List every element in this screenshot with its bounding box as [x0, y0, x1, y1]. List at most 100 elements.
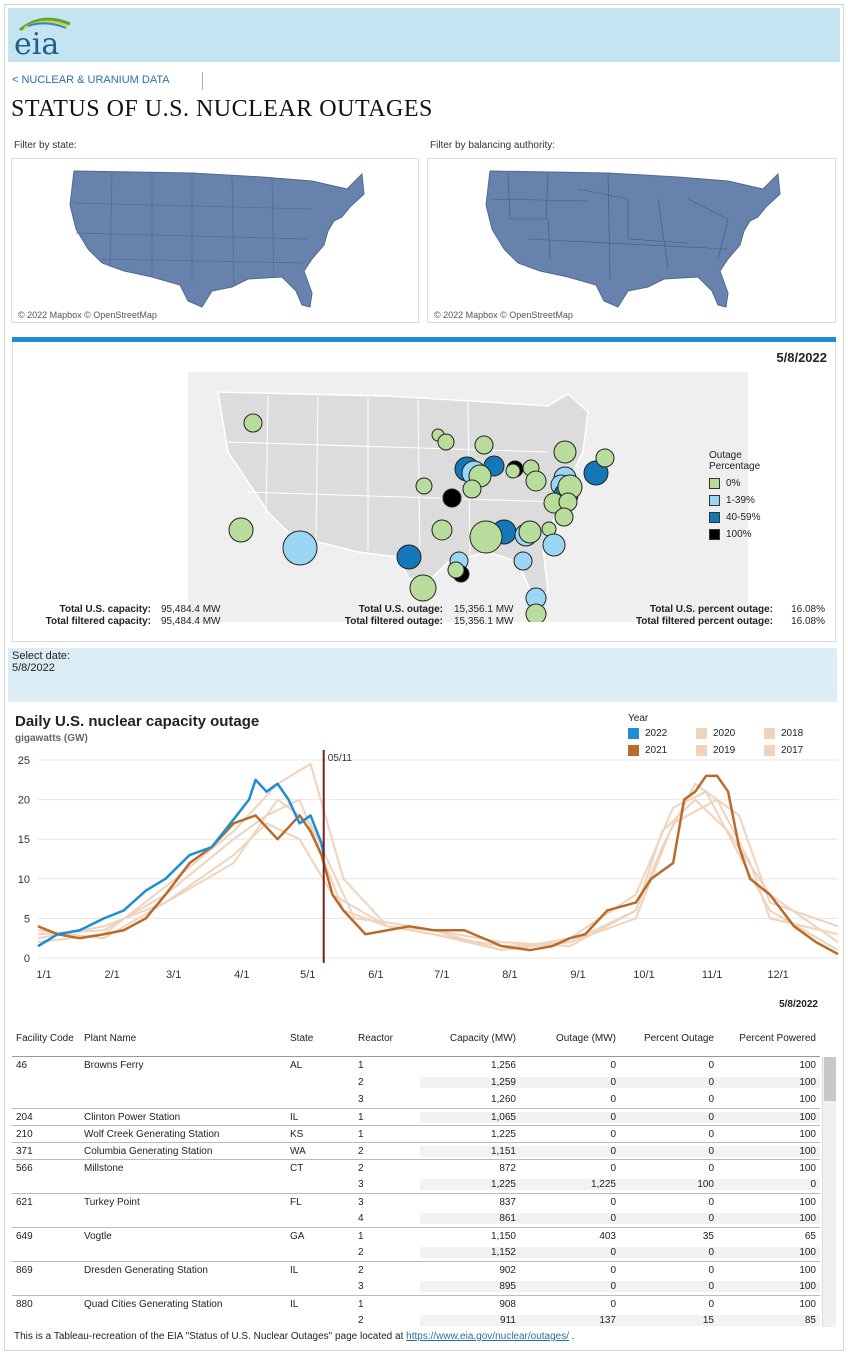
stat-label-pct: Total U.S. percent outage: — [649, 604, 773, 615]
legend-item-2017[interactable]: 2017 — [764, 745, 803, 756]
stat-label-filtered-capacity: Total filtered capacity: — [45, 616, 151, 627]
table-row[interactable]: 869 Dresden Generating Station IL 2 902 0 0 100 — [12, 1261, 820, 1278]
table-cell: 1 — [358, 1111, 364, 1123]
state-filter-map[interactable]: © 2022 Mapbox © OpenStreetMap — [11, 158, 419, 323]
table-row[interactable]: 210 Wolf Creek Generating Station KS 1 1,225… — [12, 1125, 820, 1142]
map-credit: © 2022 Mapbox © OpenStreetMap — [434, 310, 573, 320]
stat-total-capacity: 95,484.4 MW — [161, 604, 221, 615]
table-cell: 1,150 — [490, 1230, 516, 1242]
x-tick-label: 12/1 — [767, 969, 788, 981]
column-header[interactable]: Percent Powered — [739, 1032, 816, 1044]
table-row[interactable]: 2 911 137 15 85 — [12, 1312, 820, 1329]
column-header[interactable]: Reactor — [358, 1032, 394, 1044]
section-rule — [12, 337, 836, 342]
table-row[interactable]: 649 Vogtle GA 1 1,150 403 35 65 — [12, 1227, 820, 1244]
legend-item-2021[interactable]: 2021 — [628, 745, 667, 756]
table-cell: 100 — [718, 1247, 820, 1258]
table-scrollbar[interactable] — [822, 1057, 836, 1327]
table-row[interactable]: 4 861 0 0 100 — [12, 1210, 820, 1227]
column-header[interactable]: Outage (MW) — [555, 1032, 616, 1044]
table-cell: CT — [290, 1162, 304, 1174]
table-cell: Clinton Power Station — [84, 1111, 181, 1123]
plant-bubble — [525, 603, 547, 622]
table-cell: 1,225 — [420, 1179, 520, 1190]
table-cell: 100 — [799, 1162, 816, 1174]
table-row[interactable]: 3 1,225 1,225 100 0 — [12, 1176, 820, 1193]
table-cell: Turkey Point — [84, 1196, 140, 1208]
table-row[interactable]: 2 1,259 0 0 100 — [12, 1074, 820, 1091]
table-cell: 0 — [708, 1264, 714, 1276]
plant-bubble — [595, 448, 615, 468]
stat-label-total-capacity: Total U.S. capacity: — [59, 604, 151, 615]
select-date-label: Select date: — [12, 650, 71, 662]
plant-bubble — [513, 551, 533, 571]
table-cell: 4 — [358, 1213, 364, 1224]
table-cell: 0 — [520, 1247, 620, 1258]
table-cell: 872 — [499, 1162, 516, 1174]
plant-bubble — [243, 413, 263, 433]
scroll-thumb[interactable] — [824, 1057, 836, 1101]
table-cell: 371 — [16, 1145, 33, 1157]
legend-item-2020[interactable]: 2020 — [696, 728, 735, 739]
table-cell: Columbia Generating Station — [84, 1145, 213, 1157]
table-cell: 0 — [610, 1196, 616, 1208]
table-cell: 1 — [358, 1060, 364, 1071]
y-tick-label: 15 — [18, 834, 30, 846]
ba-regions-shape — [485, 170, 781, 308]
plant-bubble — [282, 530, 318, 566]
table-cell: 0 — [520, 1077, 620, 1088]
table-row[interactable]: 3 895 0 0 100 — [12, 1278, 820, 1295]
column-header[interactable]: Percent Outage — [643, 1032, 714, 1044]
column-header[interactable]: Facility Code — [16, 1032, 74, 1044]
table-row[interactable]: 371 Columbia Generating Station WA 2 1,151 0 0… — [12, 1142, 820, 1159]
table-cell: 35 — [702, 1230, 714, 1242]
table-row[interactable]: 46 Browns Ferry AL 1 1,256 0 0 100 — [12, 1057, 820, 1074]
table-cell: 1,225 — [520, 1179, 620, 1190]
table-cell: 100 — [718, 1077, 820, 1088]
table-row[interactable]: 3 1,260 0 0 100 — [12, 1091, 820, 1108]
table-cell: 0 — [620, 1213, 718, 1224]
stat-filtered-outage: 15,356.1 MW — [454, 616, 514, 627]
column-header[interactable]: Plant Name — [84, 1032, 137, 1044]
table-cell: 2 — [358, 1264, 364, 1276]
table-cell: 15 — [620, 1315, 718, 1326]
legend-item-2022[interactable]: 2022 — [628, 728, 667, 739]
table-cell: 0 — [620, 1077, 718, 1088]
svg-text:eia: eia — [14, 27, 59, 58]
table-row[interactable]: 204 Clinton Power Station IL 1 1,065 0 0 100 — [12, 1108, 820, 1125]
column-header[interactable]: State — [290, 1032, 314, 1044]
stat-filtered-capacity: 95,484.4 MW — [161, 616, 221, 627]
legend-item-0[interactable]: 0% — [709, 475, 760, 492]
table-cell: 895 — [420, 1281, 520, 1292]
legend-item-2018[interactable]: 2018 — [764, 728, 803, 739]
select-date-value[interactable]: 5/8/2022 — [12, 662, 55, 674]
back-link-nuclear-data[interactable]: < NUCLEAR & URANIUM DATA — [12, 74, 170, 86]
table-cell: 0 — [610, 1298, 616, 1310]
column-header[interactable]: Capacity (MW) — [449, 1032, 516, 1044]
table-cell: 100 — [799, 1128, 816, 1140]
legend-item-2019[interactable]: 2019 — [696, 745, 735, 756]
table-row[interactable]: 2 1,152 0 0 100 — [12, 1244, 820, 1261]
legend-item-1-39[interactable]: 1-39% — [709, 492, 760, 509]
table-cell: FL — [290, 1196, 302, 1208]
table-cell: 0 — [708, 1094, 714, 1105]
table-cell: 2 — [358, 1145, 364, 1157]
outage-line-chart[interactable]: 0 5 10 15 20 25 1/1 2/1 3/1 4/1 5/1 6/1 7/1 8/1 9/1 10/… — [0, 750, 848, 990]
footer-link[interactable]: https://www.eia.gov/nuclear/outages/ — [406, 1331, 570, 1342]
header-bar — [8, 8, 840, 62]
table-row[interactable]: 880 Quad Cities Generating Station IL 1 908 0… — [12, 1295, 820, 1312]
legend-item-40-59[interactable]: 40-59% — [709, 509, 760, 526]
eia-logo[interactable]: eia — [12, 14, 82, 58]
legend-title-year: Year — [628, 713, 649, 724]
balancing-authority-filter-map[interactable]: © 2022 Mapbox © OpenStreetMap — [427, 158, 836, 323]
table-cell: 100 — [718, 1281, 820, 1292]
series-line-2021 — [37, 774, 839, 956]
plant-bubble — [518, 520, 542, 544]
plant-bubble — [409, 574, 437, 602]
table-cell: 1,260 — [490, 1094, 516, 1105]
outage-bubble-map[interactable] — [188, 372, 748, 622]
table-row[interactable]: 621 Turkey Point FL 3 837 0 0 100 — [12, 1193, 820, 1210]
table-row[interactable]: 566 Millstone CT 2 872 0 0 100 — [12, 1159, 820, 1176]
date-selector[interactable]: Select date: 5/8/2022 — [8, 648, 837, 702]
legend-item-100[interactable]: 100% — [709, 526, 760, 543]
